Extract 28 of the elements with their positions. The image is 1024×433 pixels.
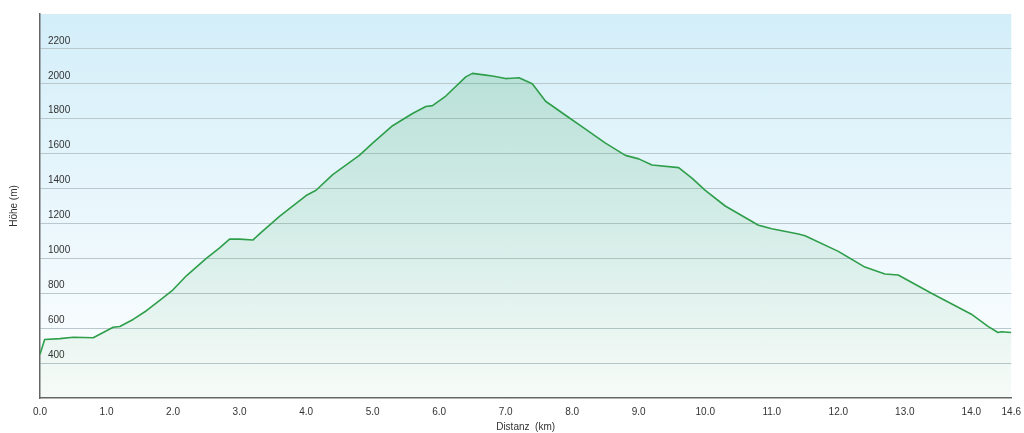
y-tick-label: 1600 [48, 139, 71, 151]
y-axis-title: Höhe (m) [7, 185, 19, 227]
y-tick-label: 2000 [48, 69, 71, 81]
x-tick-label: 6.0 [432, 405, 447, 417]
x-tick-label: 13.0 [895, 405, 915, 417]
x-tick-label: 10.0 [695, 405, 716, 417]
y-tick-label: 2200 [48, 34, 71, 46]
x-tick-label: 8.0 [565, 405, 580, 417]
y-tick-label: 1200 [48, 209, 71, 221]
x-tick-label: 3.0 [232, 405, 247, 417]
x-tick-label: 1.0 [99, 405, 114, 417]
x-tick-label: 0.0 [33, 405, 48, 417]
x-tick-label: 7.0 [498, 405, 514, 417]
x-tick-label: 11.0 [762, 405, 782, 417]
y-tick-label: 800 [48, 279, 66, 291]
x-tick-label: 5.0 [365, 405, 381, 417]
y-tick-label: 400 [48, 348, 66, 360]
y-tick-label: 1000 [48, 244, 71, 256]
x-tick-label: 9.0 [631, 405, 647, 417]
y-tick-label: 1800 [48, 104, 71, 116]
y-tick-label: 1400 [48, 174, 71, 186]
x-tick-label: 14.0 [961, 405, 982, 417]
x-tick-label: 2.0 [166, 405, 181, 417]
y-tick-label: 600 [48, 313, 66, 325]
x-axis-title: Distanz (km) [496, 420, 556, 432]
x-tick-label: 12.0 [828, 405, 849, 417]
x-tick-label: 4.0 [299, 405, 314, 417]
x-tick-label: 14.6 [1001, 405, 1022, 417]
